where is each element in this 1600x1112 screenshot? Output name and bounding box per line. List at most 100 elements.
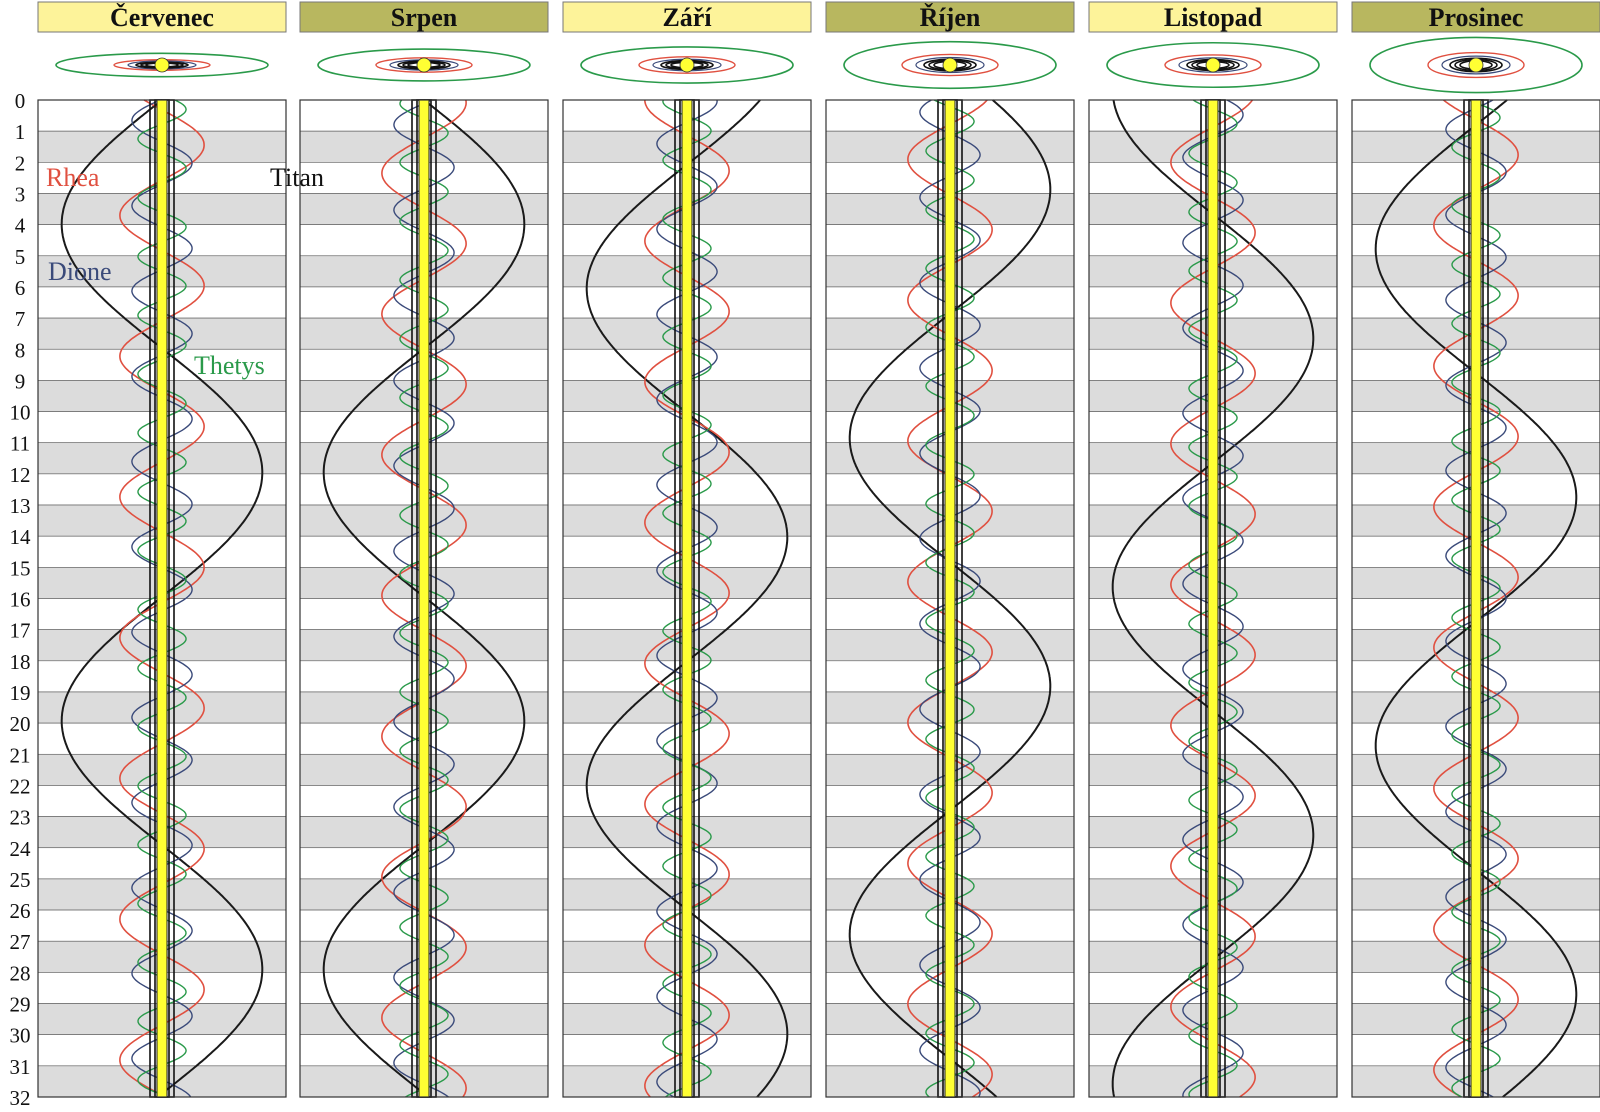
day-tick-label: 14 — [10, 525, 32, 549]
curve-titan — [1374, 99, 1578, 1098]
day-tick-label: 3 — [15, 182, 26, 206]
curve-titan — [1111, 99, 1315, 1098]
saturn-band — [1207, 99, 1219, 1098]
orbit-ellipse — [1164, 54, 1262, 76]
series-labels: Rhea Titan Dione Thetys — [46, 163, 324, 380]
month-header — [562, 1, 812, 33]
day-tick-label: 15 — [10, 556, 31, 580]
label-dione: Dione — [48, 257, 112, 286]
day-tick-label: 12 — [10, 463, 31, 487]
saturn-disc — [1205, 57, 1221, 73]
day-tick-label: 24 — [10, 837, 32, 861]
month-name: Září — [662, 3, 712, 32]
day-tick-label: 29 — [10, 993, 31, 1017]
panel-frames — [37, 99, 1600, 1098]
gap-mask — [548, 100, 563, 1107]
day-tick-label: 31 — [10, 1055, 31, 1079]
curve-dione — [393, 99, 455, 1098]
day-tick-label: 30 — [10, 1024, 31, 1048]
day-axis: 0123456789101112131415161718192021222324… — [10, 89, 32, 1110]
day-tick-label: 19 — [10, 681, 31, 705]
curve-thetys — [1451, 99, 1501, 1098]
day-tick-label: 32 — [10, 1086, 31, 1107]
orbit-ellipse — [1369, 36, 1583, 94]
saturn-disc — [154, 57, 170, 73]
orbit-ellipse — [317, 48, 531, 82]
orbit-ellipse — [580, 46, 794, 84]
moon-curves — [60, 99, 1578, 1098]
month-header — [1088, 1, 1338, 33]
panel-frame — [1088, 99, 1338, 1098]
curve-rhea — [1433, 99, 1519, 1098]
day-tick-label: 8 — [15, 338, 26, 362]
saturn-disc — [942, 57, 958, 73]
day-tick-label: 28 — [10, 961, 31, 985]
panel-gaps — [0, 100, 1352, 1107]
month-name: Červenec — [110, 3, 214, 32]
gap-mask — [0, 100, 38, 1107]
month-header — [1351, 1, 1600, 33]
orbit-ellipse — [1427, 51, 1525, 79]
day-tick-label: 9 — [15, 369, 26, 393]
day-tick-label: 2 — [15, 151, 26, 175]
curve-titan — [585, 99, 789, 1098]
saturn-disc — [1468, 57, 1484, 73]
day-tick-label: 26 — [10, 899, 31, 923]
day-tick-label: 25 — [10, 868, 31, 892]
saturn-band — [681, 99, 693, 1098]
ring-diagrams — [55, 36, 1583, 94]
saturn-band — [156, 99, 168, 1098]
day-tick-label: 21 — [10, 743, 31, 767]
day-tick-label: 6 — [15, 276, 26, 300]
label-thetys: Thetys — [194, 351, 265, 380]
orbit-ellipse — [55, 52, 269, 78]
day-tick-label: 17 — [10, 619, 31, 643]
gap-mask — [1337, 100, 1352, 1107]
orbit-ellipse — [1441, 55, 1511, 75]
curve-rhea — [381, 99, 467, 1098]
gap-mask — [286, 100, 300, 1107]
month-headers: Červenec Srpen Září Říjen Listopad Prosinec — [37, 1, 1600, 33]
month-name: Říjen — [920, 3, 981, 32]
saturn-band — [944, 99, 956, 1098]
orbit-ellipse — [901, 53, 999, 77]
curve-rhea — [644, 100, 730, 1098]
gap-mask — [811, 100, 826, 1107]
day-tick-label: 27 — [10, 930, 31, 954]
day-tick-label: 22 — [10, 774, 31, 798]
saturn-band — [418, 99, 430, 1098]
curve-titan — [848, 99, 1052, 1098]
orbit-ellipse — [843, 40, 1057, 90]
day-tick-label: 23 — [10, 806, 31, 830]
month-header — [37, 1, 287, 33]
day-tick-label: 18 — [10, 650, 31, 674]
day-tick-label: 4 — [15, 214, 26, 238]
panel-frame — [299, 99, 549, 1098]
month-header — [299, 1, 549, 33]
saturn-band — [1470, 99, 1482, 1098]
month-name: Prosinec — [1429, 3, 1524, 32]
month-header — [825, 1, 1075, 33]
day-tick-label: 7 — [15, 307, 26, 331]
label-rhea: Rhea — [46, 163, 100, 192]
orbit-ellipse — [915, 56, 985, 74]
orbit-ellipse — [1106, 41, 1320, 89]
curve-dione — [919, 99, 981, 1098]
saturn-disc — [416, 57, 432, 73]
panel-frame — [37, 99, 287, 1098]
day-tick-label: 10 — [10, 401, 31, 425]
panel-frame — [562, 99, 812, 1098]
day-tick-label: 13 — [10, 494, 31, 518]
curve-dione — [1445, 99, 1507, 1098]
day-tick-label: 16 — [10, 588, 31, 612]
panel-frame — [825, 99, 1075, 1098]
day-tick-label: 20 — [10, 712, 31, 736]
saturn-disc — [679, 57, 695, 73]
day-tick-label: 5 — [15, 245, 26, 269]
day-tick-label: 11 — [10, 432, 30, 456]
label-titan: Titan — [270, 163, 324, 192]
orbit-ellipse — [638, 56, 736, 74]
gap-mask — [1074, 100, 1089, 1107]
